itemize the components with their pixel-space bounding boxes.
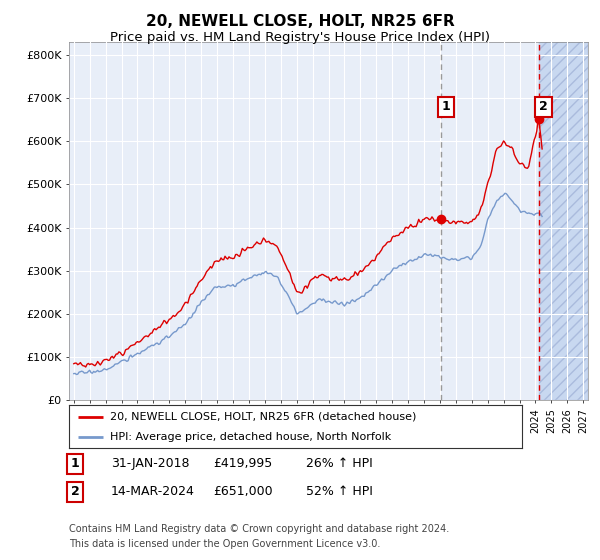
- Text: 1: 1: [442, 100, 451, 113]
- Text: 52% ↑ HPI: 52% ↑ HPI: [306, 485, 373, 498]
- Text: 1: 1: [71, 457, 79, 470]
- Text: 2: 2: [539, 100, 548, 113]
- Text: HPI: Average price, detached house, North Norfolk: HPI: Average price, detached house, Nort…: [110, 432, 391, 441]
- Text: 2: 2: [71, 485, 79, 498]
- Text: £651,000: £651,000: [213, 485, 272, 498]
- Text: £419,995: £419,995: [213, 457, 272, 470]
- Text: Price paid vs. HM Land Registry's House Price Index (HPI): Price paid vs. HM Land Registry's House …: [110, 31, 490, 44]
- Text: 20, NEWELL CLOSE, HOLT, NR25 6FR: 20, NEWELL CLOSE, HOLT, NR25 6FR: [146, 14, 454, 29]
- Text: 26% ↑ HPI: 26% ↑ HPI: [306, 457, 373, 470]
- Text: This data is licensed under the Open Government Licence v3.0.: This data is licensed under the Open Gov…: [69, 539, 380, 549]
- Text: 31-JAN-2018: 31-JAN-2018: [111, 457, 190, 470]
- Text: 14-MAR-2024: 14-MAR-2024: [111, 485, 195, 498]
- Text: Contains HM Land Registry data © Crown copyright and database right 2024.: Contains HM Land Registry data © Crown c…: [69, 524, 449, 534]
- Bar: [539, 42, 588, 400]
- Text: 20, NEWELL CLOSE, HOLT, NR25 6FR (detached house): 20, NEWELL CLOSE, HOLT, NR25 6FR (detach…: [110, 412, 416, 422]
